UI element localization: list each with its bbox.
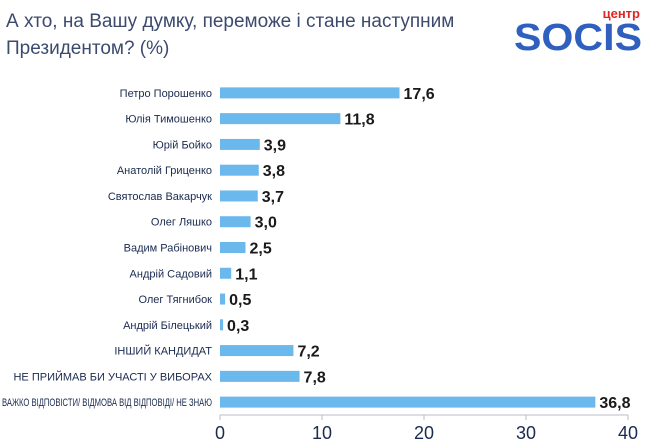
category-label-6: Олег Ляшко [151, 217, 212, 229]
value-label-9: 0,5 [229, 292, 251, 309]
value-label-3: 3,9 [264, 137, 286, 154]
value-label-11: 7,2 [297, 344, 319, 361]
logo-brand-text: SOCIS [514, 17, 642, 54]
category-label-8: Андрій Садовий [130, 268, 212, 280]
category-label-7: Вадим Рабінович [124, 243, 212, 255]
value-label-8: 1,1 [235, 266, 257, 283]
value-label-12: 7,8 [304, 369, 326, 386]
bar-4 [220, 164, 259, 176]
x-tick-label-40: 40 [618, 423, 638, 443]
x-tick-label-20: 20 [414, 423, 434, 443]
category-label-5: Святослав Вакарчук [108, 191, 212, 203]
value-label-7: 2,5 [250, 241, 272, 258]
category-label-2: Юлія Тимошенко [125, 114, 212, 126]
value-label-1: 17,6 [404, 86, 435, 103]
bar-7 [220, 242, 246, 253]
x-tick-label-30: 30 [516, 423, 536, 443]
value-label-5: 3,7 [262, 189, 284, 206]
chart-title-line2: Президентом? (%) [6, 38, 170, 59]
category-label-13: ВАЖКО ВІДПОВІСТИ/ ВІДМОВА ВІД ВІДПОВІДІ/… [2, 397, 212, 409]
category-label-3: Юрій Бойко [153, 139, 212, 151]
category-label-9: Олег Тягнибок [138, 294, 212, 306]
bar-12 [220, 370, 300, 382]
bar-13 [220, 396, 596, 408]
x-tick-label-0: 0 [215, 423, 225, 443]
bar-10 [220, 319, 224, 331]
category-label-12: НЕ ПРИЙМАВ БИ УЧАСТІ У ВИБОРАХ [13, 370, 212, 383]
value-label-2: 11,8 [344, 112, 374, 129]
category-label-4: Анатолій Гриценко [117, 165, 212, 177]
value-label-13: 36,8 [599, 395, 630, 412]
bar-1 [220, 87, 400, 99]
socis-logo: центр SOCIS [514, 6, 642, 54]
value-label-4: 3,8 [263, 163, 285, 180]
category-label-1: Петро Порошенко [120, 88, 212, 100]
value-label-6: 3,0 [255, 215, 277, 232]
logo-sub-text: центр [603, 6, 640, 21]
bar-9 [220, 293, 226, 305]
bar-3 [220, 138, 260, 150]
x-tick-label-10: 10 [312, 423, 332, 443]
value-label-10: 0,3 [227, 318, 249, 335]
category-label-11: ІНШИЙ КАНДИДАТ [114, 345, 212, 358]
bar-8 [220, 267, 232, 279]
bar-11 [220, 345, 294, 357]
bar-2 [220, 113, 341, 125]
bar-6 [220, 216, 251, 228]
bar-5 [220, 190, 258, 202]
chart-title-line1: А хто, на Вашу думку, переможе і стане н… [6, 11, 455, 32]
chart-title: А хто, на Вашу думку, переможе і стане н… [6, 8, 476, 62]
category-label-10: Андрій Білецький [123, 320, 212, 332]
